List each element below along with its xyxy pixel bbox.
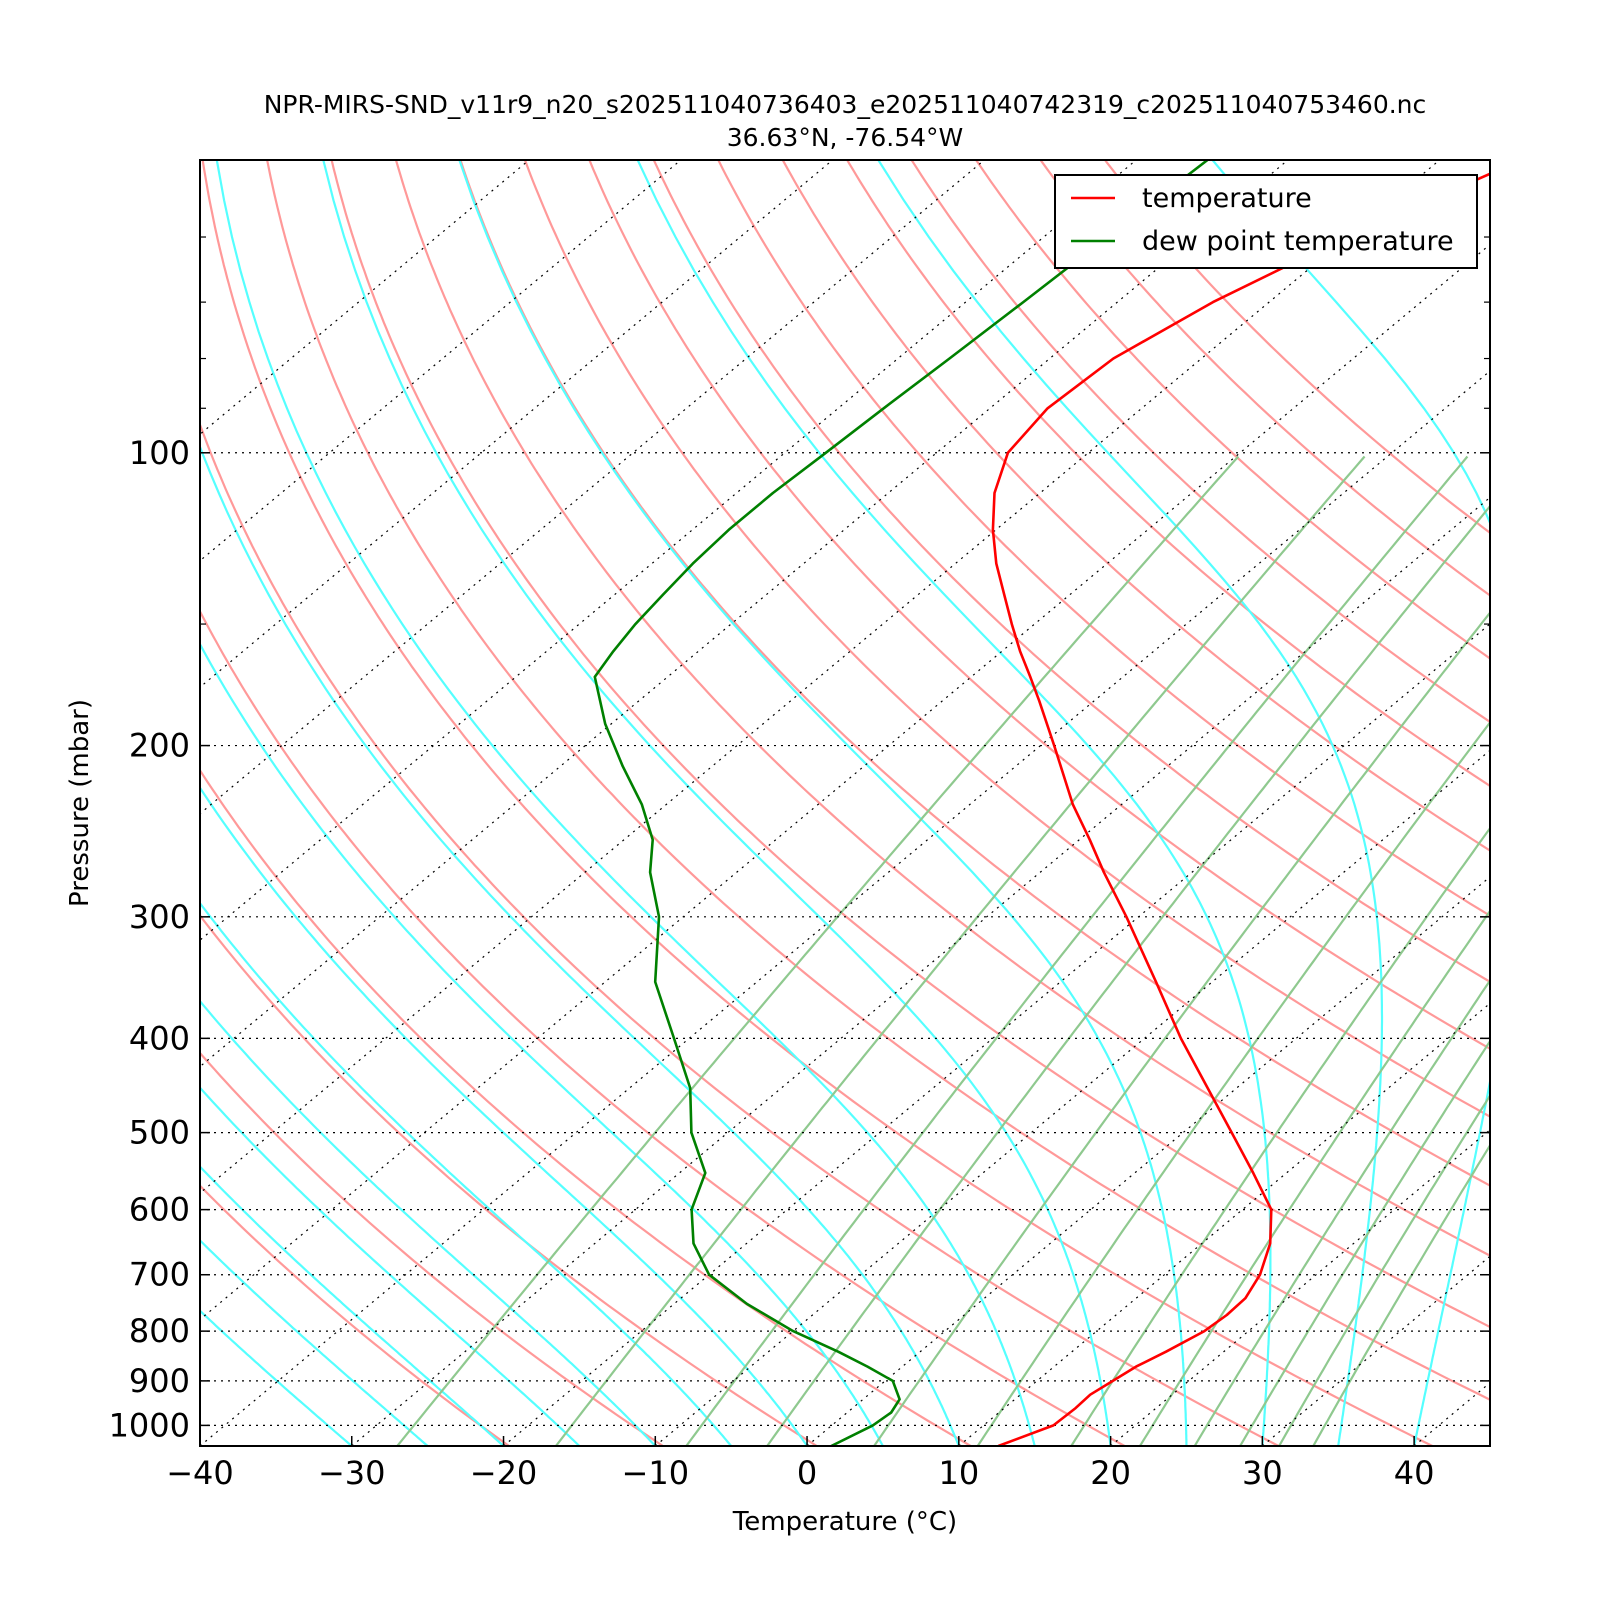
dry-adiabat-line xyxy=(200,768,972,1446)
dry-adiabat-line xyxy=(588,160,1490,1051)
isotherm-gridline xyxy=(200,243,1490,1321)
dry-adiabat-line xyxy=(523,160,1490,1118)
y-tick-labels: 100 200 300 400 500 600 700 800 900 1000 xyxy=(109,434,190,1445)
data-lines xyxy=(593,160,1490,1446)
y-tick-label: 500 xyxy=(129,1114,190,1152)
dry-adiabat-line xyxy=(200,1184,510,1446)
y-tick-label: 800 xyxy=(129,1312,190,1350)
dew-point-line xyxy=(593,160,1209,1446)
moist-adiabat-line xyxy=(1566,160,1600,1446)
legend-dew-point-label: dew point temperature xyxy=(1142,226,1454,257)
moist-adiabat-line xyxy=(1211,160,1490,1446)
dry-adiabat-line xyxy=(910,160,1490,724)
x-tick-label: −10 xyxy=(622,1454,690,1492)
isotherm-gridline xyxy=(200,160,833,688)
grid-lines xyxy=(200,160,1600,1446)
reference-lines xyxy=(200,160,1600,1446)
mixing-ratio-line xyxy=(976,720,1490,1446)
isotherm-gridline xyxy=(200,160,1137,941)
dry-adiabat-line xyxy=(1039,160,1490,597)
moist-adiabat-line xyxy=(322,160,1112,1446)
isotherm-gridline xyxy=(200,160,985,815)
dry-adiabat-line xyxy=(266,160,1490,1401)
mixing-ratio-line xyxy=(1070,826,1490,1446)
mixing-ratio-line xyxy=(685,455,1469,1446)
x-tick-label: 10 xyxy=(938,1454,979,1492)
isotherm-gridline xyxy=(200,160,1289,1068)
x-tick-label: −30 xyxy=(318,1454,386,1492)
x-tick-label: 30 xyxy=(1242,1454,1283,1492)
dry-adiabat-line xyxy=(201,160,1433,1446)
x-tick-label: −40 xyxy=(166,1454,234,1492)
dry-adiabat-line xyxy=(781,160,1490,852)
y-tick-label: 200 xyxy=(129,727,190,765)
legend-temperature-label: temperature xyxy=(1142,183,1312,214)
moist-adiabat-line xyxy=(200,785,809,1446)
dry-adiabat-line xyxy=(459,160,1490,1187)
plot-frame xyxy=(199,159,1491,1447)
mixing-ratio-line xyxy=(1139,909,1490,1446)
mixing-ratio-line xyxy=(1278,1093,1490,1446)
chart-title: NPR-MIRS-SND_v11r9_n20_s202511040736403_… xyxy=(264,90,1427,119)
moist-adiabat-line xyxy=(458,160,1188,1446)
moist-adiabat-line xyxy=(215,160,1036,1446)
x-tick-labels: −40 −30 −20 −10 0 10 20 30 40 xyxy=(166,1454,1434,1492)
moist-adiabat-line xyxy=(200,901,733,1446)
isotherm-gridline xyxy=(200,160,1441,1194)
mixing-ratio-line xyxy=(396,455,1240,1446)
mixing-ratio-line xyxy=(1312,1143,1490,1446)
dry-adiabat-line xyxy=(394,160,1490,1257)
x-tick-label: 0 xyxy=(797,1454,817,1492)
temperature-line xyxy=(991,172,1490,1446)
moist-adiabat-line xyxy=(636,160,1272,1446)
legend: temperature dew point temperature xyxy=(1054,174,1478,269)
dry-adiabat-line xyxy=(975,160,1490,660)
dry-adiabat-line xyxy=(652,160,1490,984)
moist-adiabat-line xyxy=(1488,1441,1490,1446)
chart-subtitle: 36.63°N, -76.54°W xyxy=(727,123,963,152)
moist-adiabat-line xyxy=(200,1086,581,1446)
dry-adiabat-line xyxy=(200,421,1280,1446)
isotherm-gridline xyxy=(200,160,530,436)
dry-adiabat-line xyxy=(330,160,1490,1329)
isotherm-gridline xyxy=(200,160,682,562)
y-tick-label: 300 xyxy=(129,898,190,936)
isotherm-gridline xyxy=(200,370,1490,1446)
y-tick-label: 100 xyxy=(129,434,190,472)
mixing-ratio-line xyxy=(555,455,1366,1446)
isotherm-gridline xyxy=(1566,160,1600,1446)
moist-adiabat-line xyxy=(200,1238,429,1446)
mixing-ratio-line xyxy=(1239,1039,1490,1446)
y-tick-label: 1000 xyxy=(109,1406,190,1444)
dry-adiabat-line xyxy=(1104,160,1490,535)
y-axis-title: Pressure (mbar) xyxy=(65,699,95,907)
y-tick-label: 700 xyxy=(129,1256,190,1294)
x-tick-label: −20 xyxy=(470,1454,538,1492)
dry-adiabat-line xyxy=(200,1051,664,1446)
moist-adiabat-line xyxy=(877,160,1384,1446)
mixing-ratio-line xyxy=(766,504,1490,1446)
legend-box xyxy=(1054,174,1478,269)
dry-adiabat-line xyxy=(846,160,1490,788)
x-axis-title: Temperature (°C) xyxy=(732,1507,957,1537)
moist-adiabat-line xyxy=(200,1309,353,1446)
moist-adiabat-line xyxy=(200,642,884,1446)
x-tick-label: 20 xyxy=(1090,1454,1131,1492)
x-tick-label: 40 xyxy=(1394,1454,1435,1492)
mixing-ratio-line xyxy=(1193,978,1490,1446)
y-tick-label: 400 xyxy=(129,1019,190,1057)
moist-adiabat-line xyxy=(200,999,657,1446)
y-tick-label: 900 xyxy=(129,1362,190,1400)
mixing-ratio-line xyxy=(873,610,1490,1446)
axis-ticks xyxy=(199,236,1490,1446)
dry-adiabat-line xyxy=(200,609,1126,1446)
dry-adiabat-line xyxy=(717,160,1490,918)
y-tick-label: 600 xyxy=(129,1191,190,1229)
moist-adiabat-line xyxy=(200,1165,505,1446)
